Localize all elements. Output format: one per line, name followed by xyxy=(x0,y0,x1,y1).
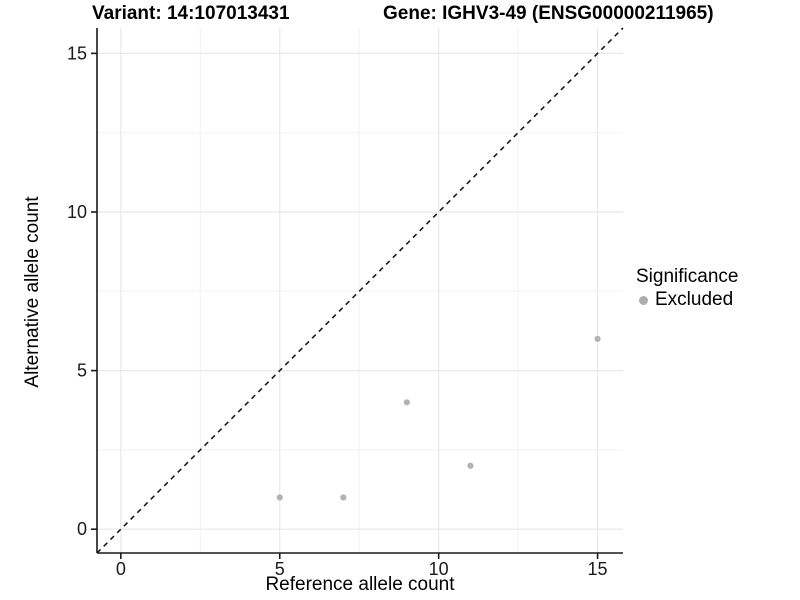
x-tick-label: 0 xyxy=(116,559,126,579)
data-point xyxy=(340,494,347,501)
legend-entry-excluded: Excluded xyxy=(636,289,738,311)
y-tick-label: 5 xyxy=(77,361,87,381)
legend: Significance Excluded xyxy=(636,266,738,311)
excluded-point-icon xyxy=(639,295,648,305)
y-tick-label: 0 xyxy=(77,519,87,539)
data-point xyxy=(467,462,474,469)
x-axis-title: Reference allele count xyxy=(265,574,455,595)
plot-title-gene: Gene: IGHV3-49 (ENSG00000211965) xyxy=(383,3,714,24)
legend-entry-label: Excluded xyxy=(655,289,734,310)
legend-title: Significance xyxy=(636,266,739,287)
y-tick-label: 15 xyxy=(67,43,87,63)
x-tick-label: 10 xyxy=(429,559,449,579)
x-tick-label: 15 xyxy=(588,559,608,579)
data-point xyxy=(403,399,410,406)
y-axis-title: Alternative allele count xyxy=(22,196,43,388)
y-tick-label: 10 xyxy=(67,202,87,222)
identity-line xyxy=(96,27,624,554)
x-tick-label: 5 xyxy=(275,559,285,579)
data-point xyxy=(594,335,601,342)
data-point xyxy=(276,494,283,501)
plot-title-variant: Variant: 14:107013431 xyxy=(92,3,290,24)
